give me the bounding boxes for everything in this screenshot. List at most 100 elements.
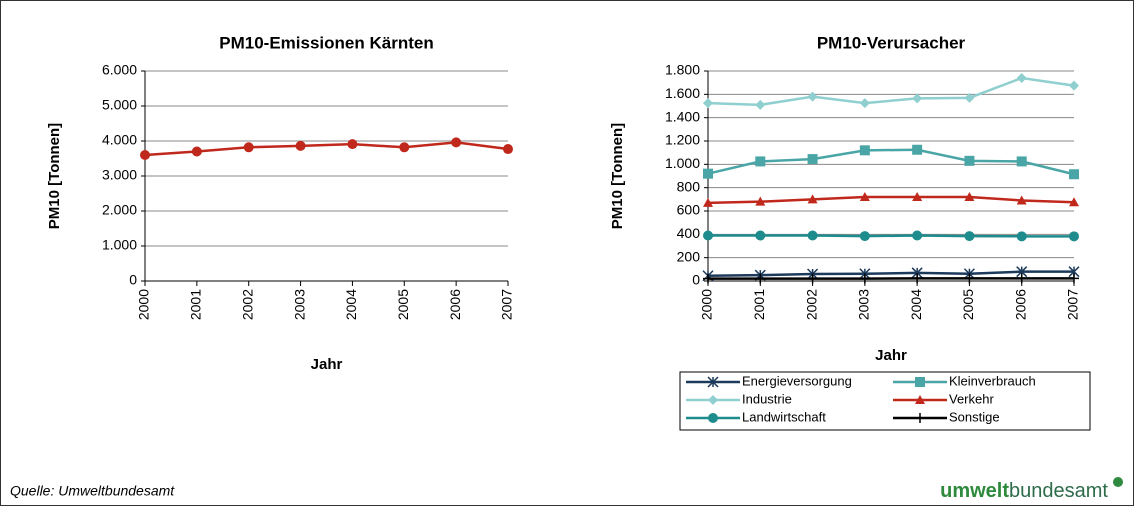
series-line (707, 270, 1074, 277)
marker (912, 192, 923, 201)
marker (964, 273, 975, 284)
marker (451, 137, 462, 148)
marker (1069, 231, 1079, 242)
x-tick-label: 2001 (751, 289, 767, 320)
marker (703, 98, 713, 109)
x-tick-label: 2003 (291, 289, 307, 320)
x-tick-label: 2006 (1012, 289, 1028, 320)
marker (347, 139, 358, 150)
marker (707, 376, 719, 388)
source: Quelle: Umweltbundesamt (10, 483, 175, 499)
logo: umweltbundesamt (940, 480, 1108, 502)
marker (243, 142, 254, 153)
x-tick-label: 2001 (188, 289, 204, 320)
marker (1069, 80, 1079, 91)
y-tick-label: 4.000 (102, 132, 137, 148)
legend-label: Verkehr (949, 391, 994, 406)
marker (1016, 273, 1027, 284)
marker (807, 230, 818, 241)
marker (755, 156, 766, 167)
marker (703, 230, 713, 241)
marker (755, 230, 766, 241)
marker (1016, 195, 1027, 205)
marker (708, 413, 718, 423)
marker (191, 146, 202, 157)
marker (912, 93, 923, 104)
y-tick-label: 0 (692, 272, 700, 288)
marker (964, 92, 975, 103)
x-tick-label: 2005 (395, 289, 411, 320)
x-axis-label: Jahr (875, 347, 907, 364)
marker (859, 145, 870, 156)
marker (915, 395, 925, 404)
legend-label: Industrie (742, 391, 792, 406)
x-tick-label: 2003 (856, 289, 872, 320)
marker (964, 155, 975, 166)
marker (755, 273, 766, 284)
y-tick-label: 600 (677, 202, 701, 218)
legend-label: Landwirtschaft (742, 409, 826, 424)
marker (964, 192, 975, 201)
marker (1069, 197, 1079, 207)
x-tick-label: 2006 (447, 289, 463, 320)
marker (964, 231, 975, 242)
chart-title: PM10-Verursacher (817, 33, 966, 52)
marker (703, 273, 713, 284)
y-tick-label: 1.000 (102, 237, 137, 253)
series-line (707, 195, 1075, 205)
marker (859, 98, 870, 109)
chart-title: PM10-Emissionen Kärnten (219, 33, 433, 52)
marker (859, 273, 870, 284)
marker (755, 196, 766, 206)
x-tick-label: 2004 (908, 289, 924, 320)
x-tick-label: 2007 (499, 289, 515, 320)
marker (915, 413, 925, 423)
y-tick-label: 1.400 (665, 108, 700, 124)
series-line (707, 148, 1075, 176)
marker (859, 192, 870, 201)
x-tick-label: 2002 (803, 289, 819, 320)
marker (807, 91, 818, 102)
series-line (708, 234, 1074, 238)
y-tick-label: 2.000 (102, 202, 137, 218)
marker (503, 144, 513, 155)
logo-dot (1113, 477, 1123, 487)
legend-label: Kleinverbrauch (949, 373, 1036, 388)
y-tick-label: 1.800 (665, 62, 700, 78)
marker (915, 377, 925, 387)
y-tick-label: 400 (677, 225, 701, 241)
y-axis-label: PM10 [Tonnen] (46, 123, 63, 229)
x-axis-label: Jahr (311, 356, 343, 373)
y-tick-label: 1.000 (665, 155, 700, 171)
marker (708, 395, 718, 405)
marker (1069, 169, 1079, 180)
marker (1069, 273, 1079, 284)
marker (140, 150, 150, 160)
x-tick-label: 2005 (960, 289, 976, 320)
y-tick-label: 1.200 (665, 132, 700, 148)
marker (807, 273, 818, 284)
y-tick-label: 0 (129, 272, 137, 288)
marker (1016, 231, 1027, 242)
marker (755, 99, 766, 110)
y-tick-label: 3.000 (102, 167, 137, 183)
logo-bold: umwelt (940, 480, 1009, 502)
y-tick-label: 200 (677, 248, 701, 264)
x-tick-label: 2002 (239, 289, 255, 320)
legend-label: Energieversorgung (742, 373, 852, 388)
marker (912, 273, 923, 284)
x-tick-label: 2000 (699, 289, 715, 320)
x-tick-label: 2000 (136, 289, 152, 320)
marker (703, 168, 713, 179)
series-line (707, 76, 1075, 107)
y-tick-label: 1.600 (665, 85, 700, 101)
marker (859, 231, 870, 242)
marker (703, 197, 713, 207)
marker (295, 140, 306, 151)
marker (912, 230, 923, 241)
marker (1016, 73, 1027, 83)
y-tick-label: 6.000 (102, 62, 137, 78)
marker (807, 194, 818, 204)
x-tick-label: 2004 (343, 289, 359, 320)
